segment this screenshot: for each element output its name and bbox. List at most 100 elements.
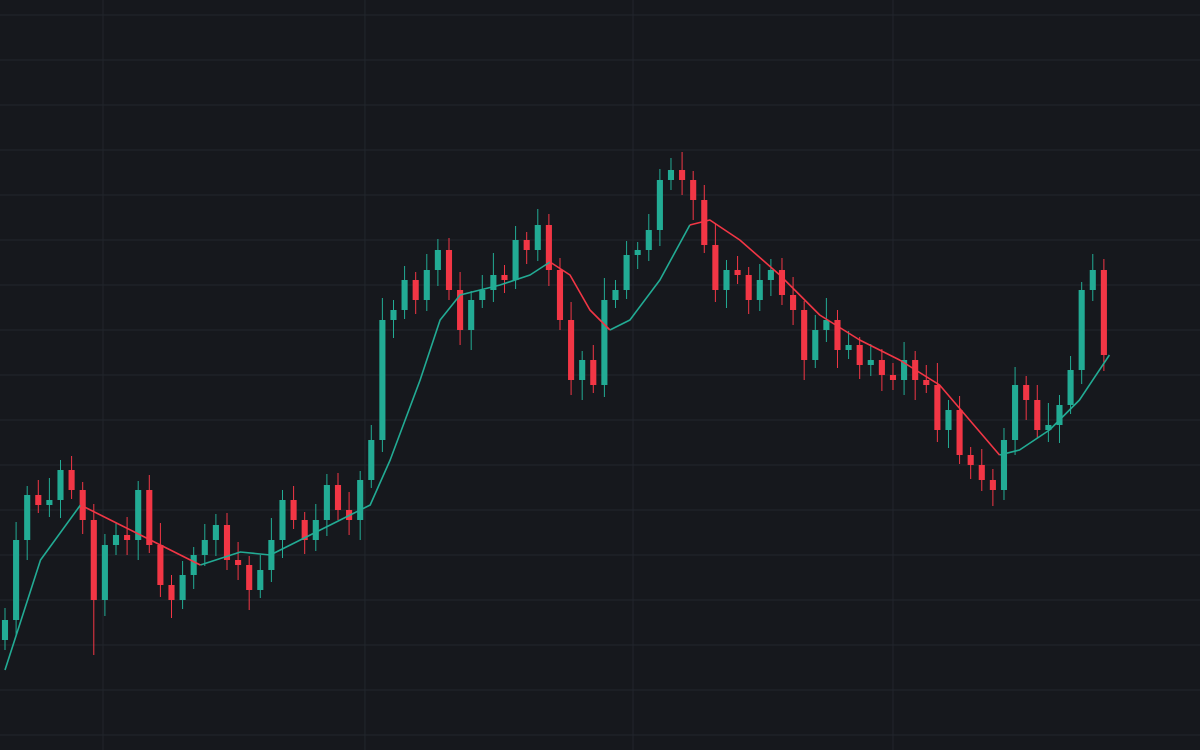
moving-average <box>549 261 611 331</box>
candle-body <box>157 545 164 585</box>
candle-body <box>823 320 830 330</box>
candle-body <box>989 480 996 490</box>
candle-body <box>423 270 430 300</box>
candle-body <box>146 490 153 545</box>
candle-body <box>101 545 108 600</box>
candle-body <box>712 245 719 290</box>
candle-body <box>13 540 20 620</box>
candle-body <box>801 310 808 360</box>
candle-body <box>90 520 97 600</box>
candle-body <box>1 620 9 640</box>
candle-body <box>656 180 663 230</box>
candle-body <box>679 170 686 180</box>
candle-body <box>834 320 841 350</box>
candle-body <box>445 250 453 290</box>
candle-body <box>845 345 852 350</box>
candle-body <box>1000 440 1008 490</box>
candle-body <box>68 470 75 490</box>
candle-body <box>778 270 786 295</box>
candle-body <box>1067 370 1074 405</box>
candle-body <box>956 410 963 455</box>
candle-body <box>967 455 974 465</box>
candle-body <box>878 360 885 375</box>
candle-body <box>246 565 253 590</box>
candle-body <box>889 375 897 380</box>
candle-body <box>1100 270 1107 355</box>
candle-body <box>745 275 752 300</box>
candle-body <box>601 300 608 385</box>
candle-body <box>512 240 519 280</box>
candle-body <box>35 495 42 505</box>
candle-body <box>235 560 242 565</box>
candle-body <box>379 320 386 440</box>
candle-body <box>135 490 142 540</box>
candle-body <box>978 465 985 480</box>
candle-body <box>179 575 186 600</box>
candle-body <box>523 240 530 250</box>
candle-body <box>534 225 541 250</box>
candle-body <box>690 180 697 200</box>
candle-body <box>490 275 497 290</box>
candle-body <box>223 525 231 560</box>
moving-average <box>200 261 551 566</box>
candle-body <box>390 310 397 320</box>
candle-body <box>279 500 286 540</box>
candle-body <box>368 440 375 480</box>
candle-body <box>1012 385 1019 440</box>
moving-average <box>609 224 691 331</box>
candle-body <box>623 255 630 290</box>
candle-body <box>634 250 641 255</box>
candle-body <box>501 275 508 280</box>
candle-body <box>323 485 330 520</box>
candle-body <box>412 280 419 300</box>
candle-body <box>1089 270 1096 290</box>
candle-body <box>1023 385 1030 400</box>
candle-body <box>312 520 319 540</box>
candle-body <box>901 360 908 380</box>
candle-body <box>612 290 619 300</box>
candle-body <box>645 230 652 250</box>
candle-body <box>667 170 675 180</box>
candle-body <box>867 360 874 365</box>
candle-body <box>579 360 586 380</box>
candle-body <box>79 490 86 520</box>
candle-body <box>457 290 464 330</box>
candle-body <box>545 225 552 270</box>
candle-body <box>290 500 297 520</box>
candle-body <box>934 385 941 430</box>
candle-body <box>334 485 342 510</box>
candle-body <box>24 495 31 540</box>
moving-average <box>80 504 201 566</box>
candle-body <box>212 525 219 540</box>
candle-body <box>201 540 208 555</box>
candle-body <box>301 520 308 540</box>
candle-body <box>401 280 408 310</box>
candle-body <box>790 295 797 310</box>
candle-body <box>479 290 486 300</box>
candle-body <box>723 270 730 290</box>
candle-body <box>468 300 475 330</box>
candle-body <box>767 270 774 280</box>
candle-body <box>701 200 708 245</box>
candle-body <box>556 270 564 320</box>
candle-body <box>57 470 64 500</box>
candle-body <box>1056 405 1063 425</box>
candle-body <box>168 585 175 600</box>
moving-average <box>4 504 82 671</box>
candle-body <box>1078 290 1085 370</box>
candle-body <box>856 345 863 365</box>
candle-body <box>190 555 197 575</box>
candle-body <box>46 500 53 505</box>
candle-body <box>568 320 575 380</box>
candle-body <box>923 380 930 385</box>
candle-body <box>257 570 264 590</box>
candle-body <box>812 330 819 360</box>
candle-body <box>1045 425 1052 430</box>
moving-average <box>999 354 1111 456</box>
moving-average <box>689 219 1001 456</box>
candle-body <box>756 280 763 300</box>
candle-body <box>1034 400 1041 430</box>
candle-body <box>112 535 120 545</box>
candle-body <box>945 410 952 430</box>
